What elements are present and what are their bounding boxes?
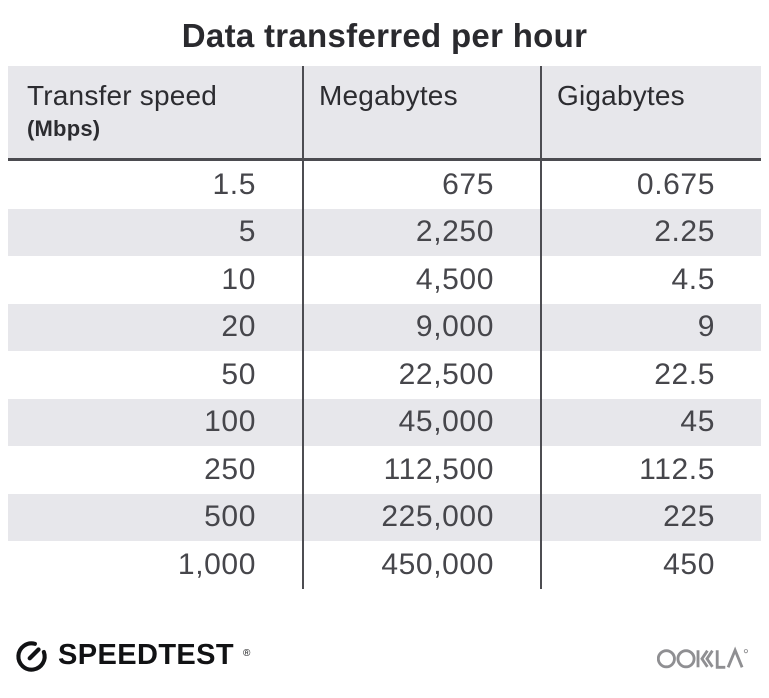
cell-gigabytes: 0.675 xyxy=(540,161,761,209)
speedtest-logo: SPEEDTEST ® xyxy=(14,638,250,673)
cell-megabytes: 450,000 xyxy=(302,541,540,589)
cell-gigabytes: 2.25 xyxy=(540,208,761,256)
cell-gigabytes: 9 xyxy=(540,303,761,351)
cell-speed: 100 xyxy=(204,405,256,439)
speedtest-gauge-icon xyxy=(14,638,49,673)
table-row: 500 225,000 225 xyxy=(8,493,761,541)
cell-gigabytes: 225 xyxy=(540,493,761,541)
cell-speed: 5 xyxy=(238,215,256,249)
header-cell-gigabytes: Gigabytes xyxy=(540,66,761,158)
cell-gigabytes: 4.5 xyxy=(540,256,761,304)
header-cell-transfer-speed: Transfer speed (Mbps) xyxy=(8,66,302,158)
cell-gigabytes: 45 xyxy=(540,398,761,446)
table-row: 250 112,500 112.5 xyxy=(8,446,761,494)
cell-megabytes: 9,000 xyxy=(302,303,540,351)
cell-speed: 1,000 xyxy=(177,547,256,581)
page-title: Data transferred per hour xyxy=(181,17,588,54)
cell-megabytes: 675 xyxy=(302,161,540,209)
cell-megabytes: 4,500 xyxy=(302,256,540,304)
registered-trademark-icon: ® xyxy=(243,647,251,659)
cell-megabytes: 22,500 xyxy=(302,351,540,399)
table-row: 5 2,250 2.25 xyxy=(8,208,761,256)
table-row: 10 4,500 4.5 xyxy=(8,256,761,304)
cell-speed: 250 xyxy=(204,452,256,486)
cell-megabytes: 45,000 xyxy=(302,398,540,446)
cell-speed: 20 xyxy=(221,310,256,344)
cell-gigabytes: 450 xyxy=(540,541,761,589)
cell-megabytes: 112,500 xyxy=(302,446,540,494)
table-row: 100 45,000 45 xyxy=(8,398,761,446)
speedtest-wordmark: SPEEDTEST xyxy=(58,638,235,671)
cell-speed: 10 xyxy=(221,262,256,296)
ookla-wordmark-icon xyxy=(657,639,753,672)
data-table: Transfer speed (Mbps) Megabytes Gigabyte… xyxy=(8,66,761,589)
cell-speed: 1.5 xyxy=(212,167,256,201)
cell-speed: 500 xyxy=(204,500,256,534)
header-mbps-label: (Mbps) xyxy=(27,115,101,141)
header-cell-megabytes: Megabytes xyxy=(302,66,540,158)
cell-megabytes: 225,000 xyxy=(302,493,540,541)
header-transfer-speed-label: Transfer speed xyxy=(27,80,218,111)
table-row: 1,000 450,000 450 xyxy=(8,541,761,589)
footer: SPEEDTEST ® xyxy=(0,626,769,698)
table-row: 50 22,500 22.5 xyxy=(8,351,761,399)
cell-speed: 50 xyxy=(221,357,256,391)
cell-megabytes: 2,250 xyxy=(302,208,540,256)
ookla-logo xyxy=(657,639,753,672)
table-header-row: Transfer speed (Mbps) Megabytes Gigabyte… xyxy=(8,66,761,161)
table-row: 1.5 675 0.675 xyxy=(8,161,761,209)
cell-gigabytes: 22.5 xyxy=(540,351,761,399)
cell-gigabytes: 112.5 xyxy=(540,446,761,494)
table-row: 20 9,000 9 xyxy=(8,303,761,351)
